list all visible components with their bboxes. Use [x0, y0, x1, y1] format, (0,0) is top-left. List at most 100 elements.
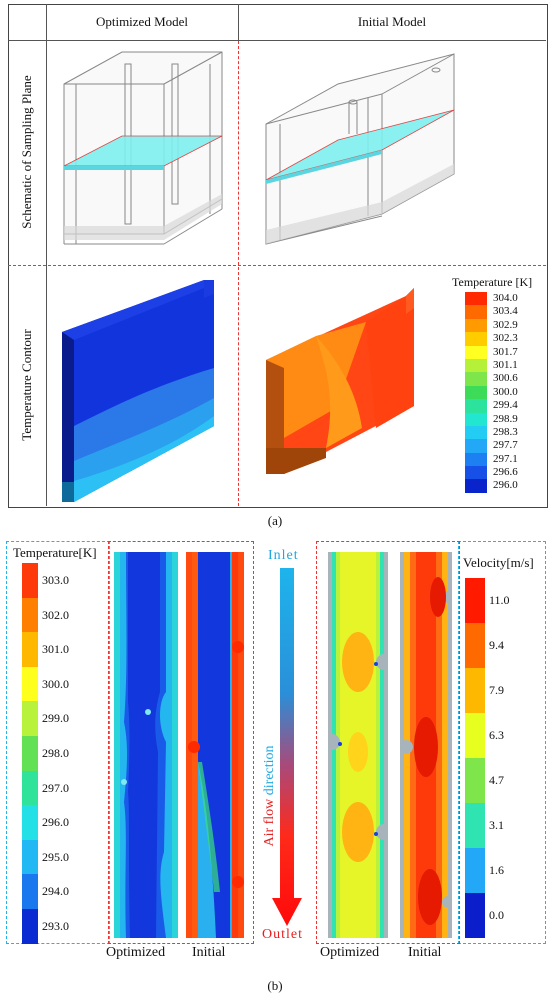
legend-a-entry: 296.6 [465, 466, 539, 480]
temp-legend-b-swatch [22, 874, 38, 909]
legend-a-entry: 298.9 [465, 412, 539, 426]
temp-legend-b-swatch [22, 597, 38, 633]
row-label-contour-cell: Temperature Contour [9, 265, 46, 506]
caption-a: (a) [267, 513, 283, 528]
vel-legend-label: 4.7 [489, 773, 504, 787]
legend-a-entry: 301.1 [465, 358, 539, 373]
caption-b: (b) [267, 978, 283, 993]
airflow-arrow [272, 568, 302, 926]
temp-legend-b-swatch [22, 563, 38, 598]
legend-a-entry: 299.4 [465, 399, 539, 413]
legend-a-swatch [465, 372, 487, 386]
vel-legend-label: 7.9 [489, 683, 504, 697]
vel-strips-box [316, 541, 460, 944]
vel-legend-label: 1.6 [489, 863, 504, 877]
vel-legend-swatch [465, 578, 485, 623]
vel-legend-swatch [465, 623, 485, 668]
temp-legend-b-label: 302.0 [42, 607, 69, 622]
temp-strip-optimized [114, 552, 178, 938]
outlet-label: Outlet [262, 927, 303, 942]
legend-a-entry: 301.7 [465, 345, 539, 359]
temp-legend-b-swatch [22, 701, 38, 736]
legend-a-swatch [465, 358, 487, 373]
legend-a-label: 302.3 [493, 332, 518, 345]
header-divider [8, 40, 546, 41]
temp-legend-b-entry: 302.0 [22, 597, 102, 633]
legend-a-label: 301.7 [493, 345, 518, 358]
temp-legend-b-label: 301.0 [42, 642, 69, 657]
row-label-schematic-cell: Schematic of Sampling Plane [9, 40, 46, 265]
legend-a-swatch [465, 466, 487, 480]
vel-legend-label: 9.4 [489, 638, 504, 652]
row-label-divider [46, 4, 47, 506]
legend-a-swatch [465, 479, 487, 493]
legend-a-label: 298.9 [493, 412, 518, 425]
vel-legend-entry: 3.1 [465, 803, 543, 848]
vel-legend-box [458, 541, 546, 944]
temp-legend-b-label: 303.0 [42, 573, 69, 587]
temp-legend-b-label: 300.0 [42, 676, 69, 691]
temp-legend-b-swatch [22, 735, 38, 771]
col-divider-top [238, 4, 239, 40]
temp-legend-b-label: 297.0 [42, 780, 69, 795]
airflow-label: Air flow direction [262, 696, 278, 896]
legend-a-swatch [465, 345, 487, 359]
legend-a-entry: 302.3 [465, 332, 539, 346]
vel-legend-swatch [465, 893, 485, 938]
temp-legend-b-swatch [22, 632, 38, 667]
legend-a-label: 300.0 [493, 385, 518, 398]
vel-legend-title: Velocity[m/s] [463, 555, 534, 570]
legend-a-label: 297.7 [493, 439, 518, 452]
temp-label-optimized: Optimized [106, 945, 166, 960]
temp-legend-b-entry: 297.0 [22, 770, 102, 806]
temp-legend-b-entry: 300.0 [22, 666, 102, 702]
vel-strip-optimized [328, 552, 388, 938]
temp-label-initial: Initial [192, 945, 226, 960]
legend-a-entry: 297.1 [465, 452, 539, 467]
legend-a-entry: 303.4 [465, 305, 539, 319]
vel-legend-entry: 1.6 [465, 848, 543, 893]
temp-legend-b-entry: 296.0 [22, 805, 102, 840]
contour-optimized [62, 280, 214, 502]
legend-a-title: Temperature [K] [452, 275, 533, 289]
temp-legend-b-entry: 295.0 [22, 839, 102, 875]
vel-legend: 11.0 9.4 7.9 6.3 4.7 3.1 1.6 0.0 [465, 578, 543, 938]
vel-legend-swatch [465, 758, 485, 803]
vel-legend-label: 6.3 [489, 728, 504, 742]
temp-legend-b-entry: 293.0 [22, 908, 102, 944]
legend-a-entry: 304.0 [465, 292, 539, 306]
vel-legend-entry: 6.3 [465, 713, 543, 758]
legend-a-swatch [465, 412, 487, 426]
temp-legend-b-swatch [22, 666, 38, 702]
temp-legend-b-title: Temperature[K] [13, 545, 97, 560]
temp-strip-initial [186, 552, 244, 938]
temp-legend-b-entry: 303.0 [22, 563, 102, 598]
legend-a-entry: 300.6 [465, 372, 539, 386]
legend-a-swatch [465, 332, 487, 346]
legend-a-label: 302.9 [493, 318, 518, 331]
legend-a-label: 300.6 [493, 372, 518, 385]
temp-legend-b-label: 294.0 [42, 884, 69, 899]
temp-legend-b-entry: 299.0 [22, 701, 102, 736]
vel-legend-swatch [465, 848, 485, 893]
legend-a-label: 301.1 [493, 358, 518, 371]
vel-legend-entry: 0.0 [465, 893, 543, 938]
legend-a-swatch [465, 305, 487, 319]
vel-legend-swatch [465, 668, 485, 713]
row-label-contour: Temperature Contour [19, 329, 34, 441]
inlet-label: Inlet [268, 548, 299, 563]
col-header-initial: Initial Model [357, 14, 427, 29]
schematic-initial [265, 53, 455, 245]
temp-legend-b-entry: 301.0 [22, 632, 102, 667]
vel-label-initial: Initial [408, 945, 442, 960]
temp-legend-b-swatch [22, 770, 38, 806]
vel-legend-entry: 11.0 [465, 578, 543, 623]
temp-legend-b-label: 295.0 [42, 849, 69, 864]
airflow-label-cell: Air flow direction [258, 700, 282, 900]
legend-a-swatch [465, 399, 487, 413]
legend-a-entry: 297.7 [465, 439, 539, 453]
legend-a-label: 296.0 [493, 479, 518, 492]
legend-a-label: 298.3 [493, 425, 518, 438]
vel-legend-entry: 9.4 [465, 623, 543, 668]
row-label-schematic: Schematic of Sampling Plane [19, 75, 34, 229]
